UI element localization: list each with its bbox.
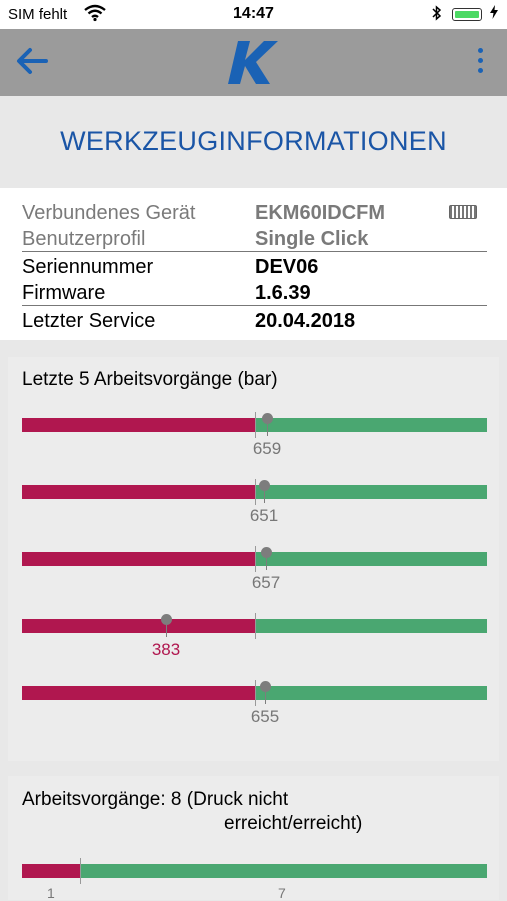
info-value: Single Click [255,228,369,250]
tool-battery-icon [449,205,477,219]
threshold-marker [255,412,256,438]
reached-segment [81,864,487,878]
charging-icon [490,5,498,22]
pressure-value-label: 659 [252,439,282,458]
pressure-marker-stem [266,558,267,570]
pressure-marker-stem [166,625,167,637]
bar-not-reached-segment [22,552,255,566]
pressure-value-label: 651 [249,506,279,525]
pressure-marker-stem [265,692,266,704]
info-label: Benutzerprofil [22,228,146,250]
battery-icon [452,8,482,21]
bar-not-reached-segment [22,485,255,499]
carrier-label: SIM fehlt [8,6,68,23]
page-title: WERKZEUGINFORMATIONEN [60,126,447,156]
pressure-bar-row: 651 [22,479,487,545]
pressure-value-marker [259,480,270,491]
info-label: Seriennummer [22,256,154,278]
segment-divider [80,858,81,884]
threshold-marker [255,546,256,572]
info-row-last-service: Letzter Service 20.04.2018 [22,307,487,333]
pressure-bar-row: 657 [22,546,487,612]
info-label: Firmware [22,282,106,304]
reached-count: 7 [278,885,286,901]
clock: 14:47 [233,5,274,22]
pressure-bar-row: 659 [22,412,487,478]
status-bar: SIM fehlt 14:47 [0,0,507,29]
threshold-marker [255,613,256,639]
bar-reached-segment [256,418,487,432]
info-value: 20.04.2018 [255,310,356,332]
last-operations-heading: Letzte 5 Arbeitsvorgänge (bar) [22,369,278,390]
k-logo-icon [228,38,280,86]
not-reached-count: 1 [47,885,55,901]
wifi-icon [84,4,106,27]
top-navigation-bar [0,29,507,96]
bar-reached-segment [256,485,487,499]
operations-summary-heading: Arbeitsvorgänge: 8 (Druck nicht [22,789,289,810]
pressure-value-marker [261,547,272,558]
info-row-user-profile: Benutzerprofil Single Click [22,225,487,252]
operations-summary-heading-line2: erreicht/erreicht) [224,813,363,834]
more-options-icon[interactable] [478,48,488,78]
pressure-value-label: 655 [250,707,280,726]
pressure-value-label: 383 [151,640,181,659]
pressure-bar-row: 655 [22,680,487,746]
info-value: EKM60IDCFM [255,202,386,224]
bar-not-reached-segment [22,686,255,700]
pressure-marker-stem [264,491,265,503]
info-row-connected-device: Verbundenes Gerät EKM60IDCFM [22,199,487,225]
back-arrow-icon[interactable] [14,43,50,84]
operations-summary-card: Arbeitsvorgänge: 8 (Druck nicht erreicht… [8,776,499,901]
threshold-marker [255,479,256,505]
info-value: DEV06 [255,256,319,278]
bar-reached-segment [256,686,487,700]
pressure-bar-row: 383 [22,613,487,679]
pressure-value-marker [260,681,271,692]
pressure-value-label: 657 [251,573,281,592]
info-row-serial-number: Seriennummer DEV06 [22,253,487,279]
info-value: 1.6.39 [255,282,311,304]
pressure-value-marker [161,614,172,625]
info-row-firmware: Firmware 1.6.39 [22,279,487,306]
operations-summary-bar [22,858,487,884]
pressure-value-marker [262,413,273,424]
pressure-marker-stem [267,424,268,436]
bar-not-reached-segment [22,619,255,633]
bar-not-reached-segment [22,418,255,432]
bar-reached-segment [256,619,487,633]
device-info-panel [0,188,507,340]
threshold-marker [255,680,256,706]
info-label: Verbundenes Gerät [22,202,196,224]
bluetooth-icon [432,5,442,24]
title-section: WERKZEUGINFORMATIONEN [0,96,507,188]
last-operations-card: Letzte 5 Arbeitsvorgänge (bar) 659 651 657… [8,357,499,761]
not-reached-segment [22,864,80,878]
bar-reached-segment [256,552,487,566]
info-label: Letzter Service [22,310,156,332]
